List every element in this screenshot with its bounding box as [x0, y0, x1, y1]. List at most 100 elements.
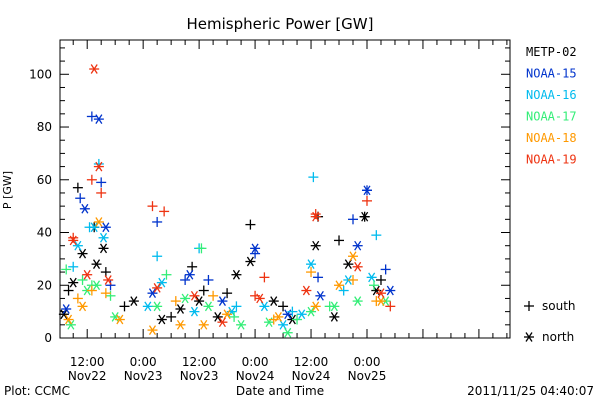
marker-stroke: [65, 314, 73, 325]
marker-stroke: [148, 325, 157, 335]
point-noaa-16-north: [98, 232, 109, 243]
point-noaa-15-south: [380, 264, 391, 275]
point-noaa-16-north: [89, 222, 100, 233]
point-noaa-15-south: [348, 214, 359, 225]
point-noaa-15-south: [250, 248, 261, 259]
marker-stroke: [214, 312, 222, 322]
x-tick-label: 12:00: [294, 355, 329, 369]
point-noaa-19-north: [93, 161, 104, 172]
marker-stroke: [190, 306, 198, 317]
x-tick-label: 0:00: [242, 355, 269, 369]
marker-stroke: [377, 296, 385, 306]
point-noaa-17-north: [152, 301, 163, 312]
point-noaa-19-north: [103, 275, 114, 285]
marker-stroke: [316, 290, 324, 301]
y-tick-label: 40: [37, 226, 52, 240]
marker-stroke: [344, 259, 352, 270]
point-noaa-18-north: [375, 296, 386, 306]
point-metp-02-north: [194, 296, 205, 306]
marker-stroke: [195, 296, 203, 306]
point-metp-02-north: [245, 256, 256, 267]
point-noaa-18-south: [86, 285, 97, 296]
point-noaa-15-south: [86, 111, 97, 122]
marker-stroke: [111, 312, 119, 322]
point-noaa-17-south: [229, 311, 240, 322]
point-metp-02-south: [72, 182, 83, 193]
point-noaa-18-south: [100, 288, 111, 299]
marker-stroke: [284, 327, 292, 338]
marker-stroke: [256, 293, 264, 304]
point-noaa-15-north: [352, 240, 363, 251]
point-noaa-15-north: [250, 243, 261, 254]
marker-stroke: [69, 277, 77, 288]
chart-title: Hemispheric Power [GW]: [187, 15, 374, 33]
point-noaa-19-south: [259, 272, 270, 283]
point-metp-02-north: [343, 259, 354, 270]
point-noaa-16-north: [189, 306, 200, 317]
point-metp-02-north: [156, 314, 167, 325]
point-noaa-17-south: [368, 280, 379, 291]
point-noaa-16-north: [278, 319, 289, 330]
point-noaa-17-north: [65, 319, 76, 330]
point-noaa-15-north: [147, 288, 158, 299]
x-axis-label: Date and Time: [236, 384, 324, 398]
point-noaa-17-north: [180, 293, 191, 304]
point-metp-02-south: [334, 235, 345, 246]
legend-series-noaa-17: NOAA-17: [526, 110, 577, 124]
point-noaa-15-north: [315, 290, 326, 301]
point-noaa-18-north: [77, 301, 88, 312]
point-metp-02-south: [119, 301, 130, 312]
marker-stroke: [90, 64, 98, 74]
point-noaa-16-north: [72, 240, 83, 251]
x-tick-label: 12:00: [182, 355, 217, 369]
x-tick-date-label: Nov24: [236, 369, 275, 383]
point-noaa-15-south: [152, 216, 163, 227]
marker-stroke: [92, 280, 101, 291]
point-noaa-15-south: [313, 272, 324, 283]
point-noaa-15-south: [75, 193, 86, 204]
marker-stroke: [60, 309, 68, 320]
point-metp-02-south: [222, 288, 233, 299]
point-noaa-17-north: [329, 301, 340, 312]
marker-stroke: [78, 301, 87, 312]
point-noaa-17-north: [91, 280, 102, 291]
point-noaa-16-south: [308, 172, 319, 183]
point-noaa-15-north: [61, 304, 72, 314]
marker-stroke: [307, 259, 315, 270]
marker-stroke: [372, 285, 380, 296]
marker-stroke: [69, 235, 77, 246]
point-noaa-18-south: [208, 290, 219, 301]
legend-marker-south: south: [524, 299, 576, 313]
point-metp-02-north: [329, 312, 340, 322]
point-noaa-19-south: [96, 187, 107, 198]
point-noaa-17-south: [161, 269, 172, 280]
plot-source: Plot: CCMC: [4, 384, 70, 398]
point-noaa-18-north: [310, 301, 321, 312]
point-noaa-17-north: [282, 327, 293, 338]
point-metp-02-north: [310, 240, 321, 251]
marker-stroke: [186, 269, 194, 280]
marker-stroke: [361, 211, 369, 222]
marker-stroke: [176, 319, 185, 330]
marker-stroke: [90, 222, 98, 233]
point-noaa-19-north: [375, 288, 386, 299]
point-noaa-17-south: [105, 290, 116, 301]
legend-marker-north: north: [524, 330, 574, 344]
marker-stroke: [78, 248, 87, 259]
y-tick-label: 100: [29, 67, 52, 81]
point-noaa-18-south: [72, 293, 83, 304]
marker-stroke: [335, 280, 343, 291]
point-noaa-18-north: [93, 217, 104, 227]
x-tick-label: 12:00: [70, 355, 105, 369]
point-noaa-19-north: [310, 211, 321, 222]
marker-stroke: [74, 240, 82, 251]
y-tick-label: 80: [37, 120, 52, 134]
point-noaa-16-north: [156, 277, 167, 288]
marker-stroke: [279, 319, 287, 330]
marker-stroke: [92, 259, 101, 270]
marker-stroke: [270, 296, 278, 306]
point-noaa-17-south: [292, 314, 303, 325]
y-axis-label: P [GW]: [1, 171, 14, 209]
marker-stroke: [176, 304, 185, 314]
